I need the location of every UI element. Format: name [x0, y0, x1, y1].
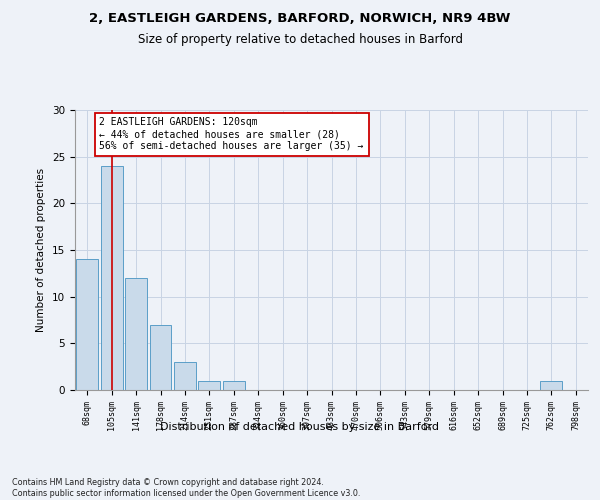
- Bar: [76, 260, 98, 390]
- Bar: [125, 278, 147, 390]
- Bar: [199, 380, 220, 390]
- Text: 2 EASTLEIGH GARDENS: 120sqm
← 44% of detached houses are smaller (28)
56% of sem: 2 EASTLEIGH GARDENS: 120sqm ← 44% of det…: [100, 118, 364, 150]
- Bar: [174, 362, 196, 390]
- Text: Contains HM Land Registry data © Crown copyright and database right 2024.
Contai: Contains HM Land Registry data © Crown c…: [12, 478, 361, 498]
- Text: 2, EASTLEIGH GARDENS, BARFORD, NORWICH, NR9 4BW: 2, EASTLEIGH GARDENS, BARFORD, NORWICH, …: [89, 12, 511, 26]
- Text: Distribution of detached houses by size in Barford: Distribution of detached houses by size …: [161, 422, 439, 432]
- Text: Size of property relative to detached houses in Barford: Size of property relative to detached ho…: [137, 32, 463, 46]
- Bar: [541, 380, 562, 390]
- Y-axis label: Number of detached properties: Number of detached properties: [37, 168, 46, 332]
- Bar: [223, 380, 245, 390]
- Bar: [101, 166, 122, 390]
- Bar: [149, 324, 172, 390]
